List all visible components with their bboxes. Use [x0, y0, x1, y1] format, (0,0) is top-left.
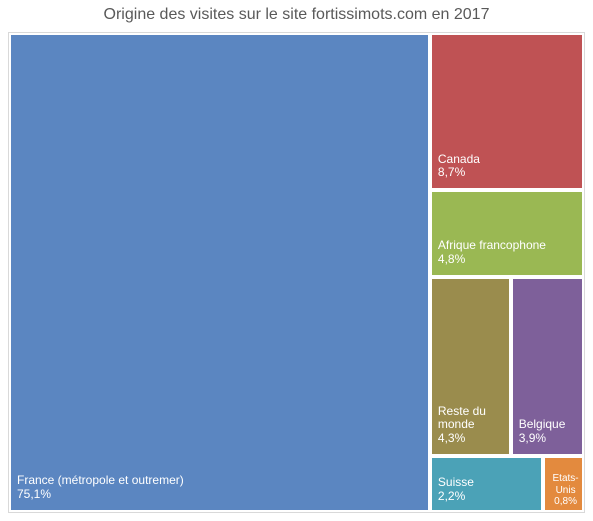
tile-label: France (métropole et outremer) 75,1%: [17, 474, 184, 502]
tile-france: France (métropole et outremer) 75,1%: [9, 33, 430, 512]
tile-etats-unis: Etats-Unis 0,8%: [543, 456, 584, 512]
tile-belgique: Belgique 3,9%: [511, 277, 584, 456]
tile-label: Suisse 2,2%: [438, 476, 474, 504]
tile-name: Canada: [438, 153, 480, 167]
tile-label: Reste du monde 4,3%: [438, 405, 508, 446]
tile-value: 4,3%: [438, 432, 508, 446]
tile-name: France (métropole et outremer): [17, 474, 184, 488]
treemap-plot-area: France (métropole et outremer) 75,1% Can…: [8, 32, 585, 513]
tile-label: Etats-Unis 0,8%: [547, 473, 584, 508]
chart-title: Origine des visites sur le site fortissi…: [0, 0, 593, 28]
tile-value: 75,1%: [17, 488, 184, 502]
tile-reste-du-monde: Reste du monde 4,3%: [430, 277, 511, 456]
tile-afrique: Afrique francophone 4,8%: [430, 190, 584, 277]
tile-name: Afrique francophone: [438, 239, 546, 253]
tile-value: 4,8%: [438, 253, 546, 267]
tile-name: Suisse: [438, 476, 474, 490]
tile-label: Afrique francophone 4,8%: [438, 239, 546, 267]
tile-value: 2,2%: [438, 490, 474, 504]
treemap-chart: Origine des visites sur le site fortissi…: [0, 0, 593, 521]
tile-label: Canada 8,7%: [438, 153, 480, 181]
tile-name: Etats-Unis: [547, 473, 584, 496]
tile-suisse: Suisse 2,2%: [430, 456, 543, 512]
tile-canada: Canada 8,7%: [430, 33, 584, 190]
tile-value: 0,8%: [547, 496, 584, 508]
tile-name: Reste du monde: [438, 405, 508, 433]
tile-name: Belgique: [519, 418, 566, 432]
tile-value: 3,9%: [519, 432, 566, 446]
tile-label: Belgique 3,9%: [519, 418, 566, 446]
tile-value: 8,7%: [438, 166, 480, 180]
